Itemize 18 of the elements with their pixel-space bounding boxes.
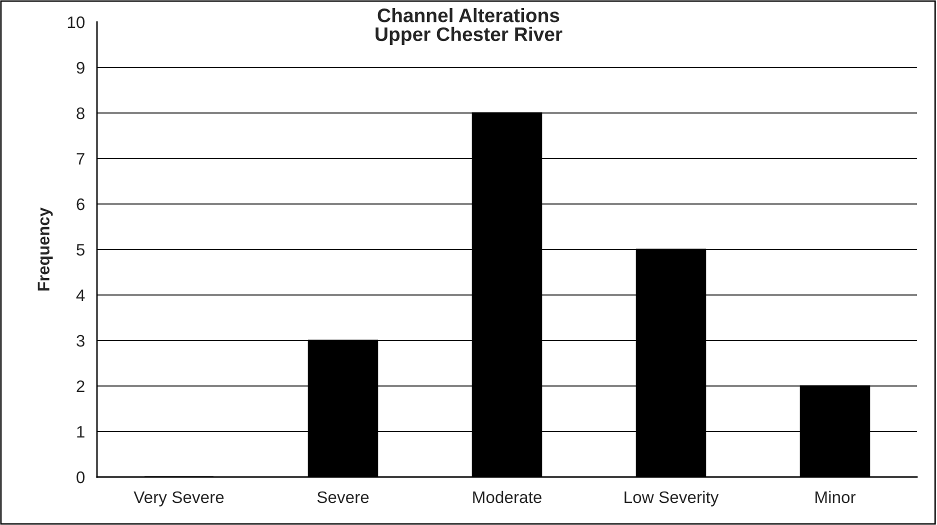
x-tick-label: Low Severity [624, 490, 719, 506]
x-tick-label: Very Severe [134, 491, 224, 506]
y-tick-label: 3 [76, 334, 84, 347]
y-tick-label: 7 [76, 153, 84, 165]
x-tick-label: Moderate [473, 490, 542, 504]
y-tick-label: 9 [76, 62, 84, 74]
y-tick-label: 8 [76, 107, 84, 120]
chart-title: Channel Alterations Upper Chester River [376, 8, 562, 45]
y-tick-label: 1 [77, 426, 84, 438]
y-tick-label: 2 [76, 380, 84, 392]
y-tick-label: 6 [76, 198, 84, 210]
y-tick-label: 10 [68, 16, 85, 28]
y-tick-label: 5 [76, 244, 84, 256]
y-tick-label: 4 [76, 290, 85, 302]
x-tick-label: Minor [816, 490, 856, 504]
x-tick-label: Severe [317, 491, 369, 504]
y-tick-label: 0 [76, 471, 85, 484]
y-axis-title: Frequency [38, 207, 53, 291]
